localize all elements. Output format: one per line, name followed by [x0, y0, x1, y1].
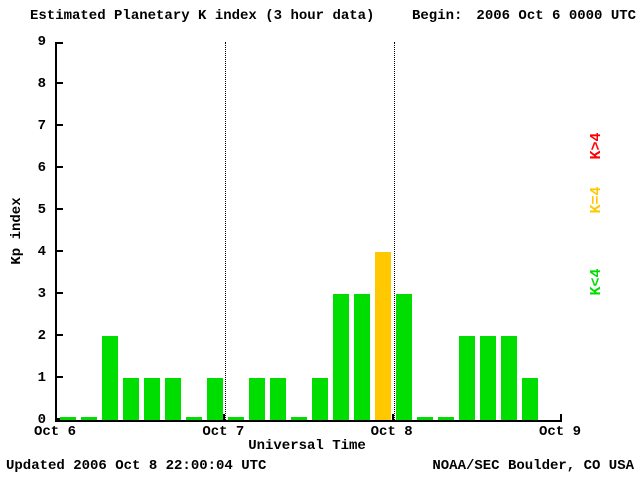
- kp-bar: [522, 378, 539, 420]
- kp-bar: [354, 294, 371, 420]
- x-tick-label: Oct 7: [202, 424, 245, 440]
- x-tick-mark: [560, 414, 562, 420]
- kp-bar: [501, 336, 518, 420]
- y-tick-mark: [57, 42, 63, 44]
- day-boundary-gridline: [393, 42, 395, 420]
- y-tick-label: 4: [37, 244, 46, 260]
- x-axis-title: Universal Time: [248, 438, 366, 454]
- kp-bar: [143, 378, 160, 420]
- kp-bar: [312, 378, 329, 420]
- begin-value: 2006 Oct 6 0000 UTC: [476, 8, 637, 24]
- y-tick-label: 3: [37, 286, 46, 302]
- kp-bar: [438, 417, 455, 420]
- legend-k-equal-4: K=4: [588, 186, 605, 214]
- kp-bar: [248, 378, 265, 420]
- y-tick-label: 1: [37, 370, 46, 386]
- y-tick-label: 2: [37, 328, 46, 344]
- kp-bar: [290, 417, 307, 420]
- x-tick-label: Oct 8: [370, 424, 413, 440]
- y-tick-label: 9: [37, 34, 46, 50]
- kp-bar: [227, 417, 244, 420]
- kp-bar: [333, 294, 350, 420]
- y-tick-label: 8: [37, 76, 46, 92]
- kp-bar: [122, 378, 139, 420]
- y-tick-label: 6: [37, 160, 46, 176]
- chart-title: Estimated Planetary K index (3 hour data…: [30, 8, 375, 24]
- kp-bar: [59, 417, 76, 420]
- source-attribution: NOAA/SEC Boulder, CO USA: [432, 458, 634, 474]
- kp-bar: [206, 378, 223, 420]
- kp-bar: [480, 336, 497, 420]
- y-axis-title: Kp index: [9, 197, 25, 265]
- y-tick-mark: [57, 208, 63, 210]
- day-boundary-gridline: [225, 42, 227, 420]
- kp-bar: [101, 336, 118, 420]
- y-tick-label: 5: [37, 202, 46, 218]
- legend-k-above-4: K>4: [588, 132, 605, 160]
- y-tick-mark: [57, 250, 63, 252]
- y-tick-mark: [57, 292, 63, 294]
- kp-bar: [164, 378, 181, 420]
- x-tick-label: Oct 6: [33, 424, 76, 440]
- y-tick-label: 7: [37, 118, 46, 134]
- kp-bar: [269, 378, 286, 420]
- y-tick-label: 0: [37, 412, 46, 428]
- legend-k-below-4: K<4: [588, 268, 605, 296]
- y-tick-mark: [57, 166, 63, 168]
- kp-bar: [459, 336, 476, 420]
- updated-timestamp: Updated 2006 Oct 8 22:00:04 UTC: [6, 458, 267, 474]
- y-tick-mark: [57, 376, 63, 378]
- begin-timestamp: Begin: 2006 Oct 6 0000 UTC: [412, 8, 636, 24]
- kp-bar: [417, 417, 434, 420]
- begin-label: Begin:: [412, 8, 463, 24]
- kp-bar: [396, 294, 413, 420]
- plot-area: [55, 42, 562, 422]
- y-tick-mark: [57, 124, 63, 126]
- x-tick-label: Oct 9: [538, 424, 581, 440]
- x-tick-mark: [391, 414, 394, 420]
- y-tick-mark: [57, 82, 63, 84]
- kp-bar: [375, 252, 392, 420]
- x-tick-mark: [223, 414, 226, 420]
- kp-bar: [185, 417, 202, 420]
- kp-bar: [80, 417, 97, 420]
- y-tick-mark: [57, 334, 63, 336]
